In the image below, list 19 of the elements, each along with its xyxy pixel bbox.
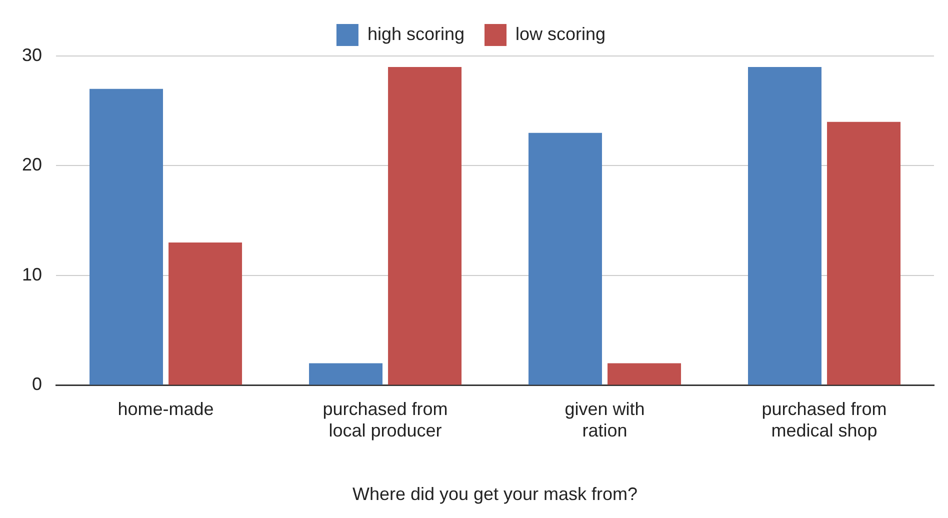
bar [90, 88, 164, 385]
bar [748, 66, 822, 385]
bar [168, 242, 242, 385]
y-tick-label: 20 [22, 154, 42, 175]
y-tick-label: 0 [32, 374, 42, 394]
bar [528, 132, 602, 385]
bar [388, 66, 462, 385]
y-tick-label: 10 [22, 264, 42, 284]
x-axis-title: Where did you get your mask from? [352, 484, 638, 504]
bar [827, 122, 901, 385]
bar [608, 363, 682, 385]
x-tick-label: given with ration [564, 398, 645, 441]
legend-label: low scoring [516, 24, 606, 44]
bar [309, 363, 382, 385]
x-tick-label: purchased from medical shop [762, 398, 887, 441]
x-tick-label: home-made [118, 398, 214, 419]
legend-label: high scoring [367, 24, 465, 44]
x-tick-label: purchased from local producer [322, 398, 448, 441]
y-tick-label: 30 [22, 44, 42, 65]
